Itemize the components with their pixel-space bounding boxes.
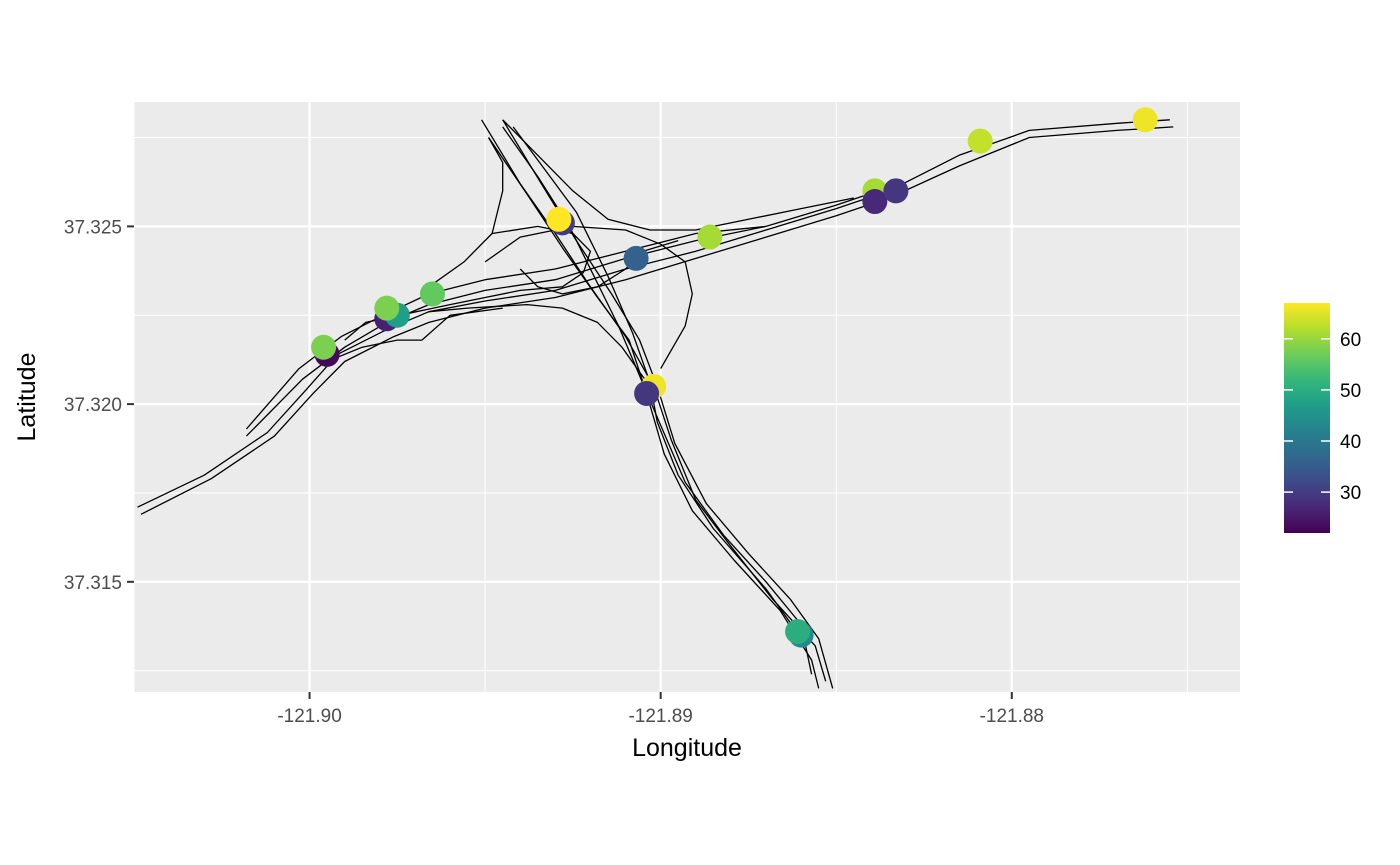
x-tick-label: -121.89	[628, 706, 692, 727]
colorbar	[1284, 303, 1330, 533]
colorbar-label: 50	[1340, 381, 1361, 402]
road-line	[137, 119, 1170, 508]
color-legend: 30 40 50 60	[1284, 303, 1361, 533]
x-tick-label: -121.90	[277, 706, 341, 727]
colorbar-label: 30	[1340, 483, 1361, 504]
road-line	[326, 307, 503, 363]
x-axis-title: Longitude	[632, 734, 742, 762]
data-points	[311, 107, 1158, 648]
data-point	[967, 128, 993, 154]
road-line	[484, 225, 693, 369]
road-line	[502, 119, 854, 231]
colorbar-label: 60	[1340, 330, 1361, 351]
minor-gridlines	[133, 102, 1240, 692]
road-line	[428, 137, 504, 288]
data-point	[634, 380, 660, 406]
y-tick-label: 37.315	[64, 573, 122, 594]
y-tick-label: 37.320	[64, 395, 122, 416]
data-point	[311, 334, 337, 360]
y-axis-title: Latitude	[13, 353, 41, 442]
colorbar-label: 40	[1340, 432, 1361, 453]
data-point	[546, 206, 572, 232]
data-point	[1132, 107, 1158, 133]
data-point	[883, 178, 909, 204]
colorbar-ticks: 30 40 50 60	[1284, 330, 1361, 504]
road-line	[488, 137, 820, 689]
x-axis: -121.90 -121.89 -121.88	[277, 692, 1044, 727]
data-point	[862, 189, 888, 215]
road-line	[428, 303, 651, 387]
y-axis: 37.315 37.320 37.325	[64, 217, 134, 594]
y-tick-label: 37.325	[64, 217, 122, 238]
data-point	[419, 281, 445, 307]
data-point	[374, 295, 400, 321]
data-point	[697, 224, 723, 250]
x-tick-label: -121.88	[980, 706, 1044, 727]
data-point	[785, 619, 811, 645]
panel-background	[134, 102, 1240, 692]
data-point	[623, 245, 649, 271]
